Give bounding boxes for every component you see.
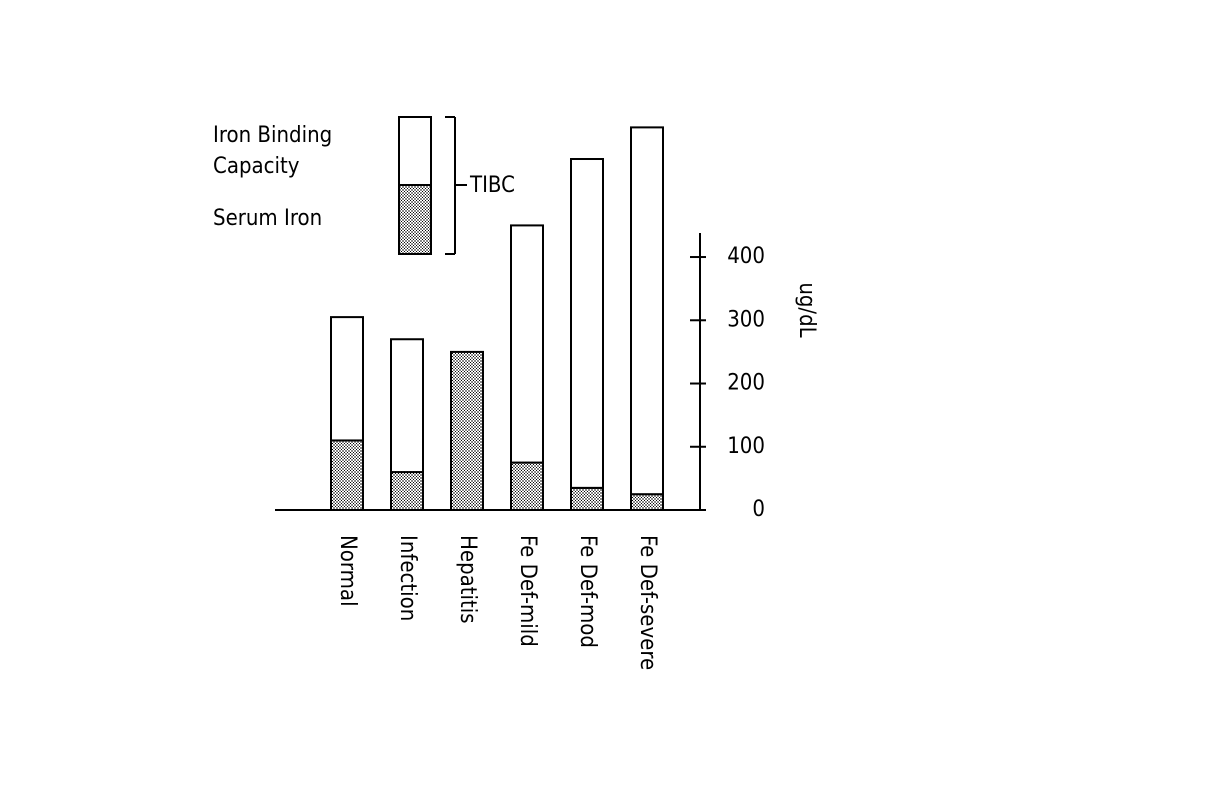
y-tick-label: 0 <box>752 497 765 522</box>
bar-segment <box>330 316 364 442</box>
legend-label: Serum Iron <box>213 206 323 231</box>
legend-swatch <box>398 184 432 255</box>
y-axis-label: ug/dL <box>794 282 819 337</box>
x-tick-label: Infection <box>395 535 420 621</box>
legend-swatch <box>398 116 432 186</box>
bar-segment <box>570 486 604 511</box>
bar-segment <box>390 471 424 512</box>
bar-segment <box>450 350 484 512</box>
x-tick-label: Fe Def-severe <box>635 535 660 670</box>
y-tick-label: 400 <box>727 244 765 269</box>
bar-segment <box>390 338 424 474</box>
annotation: TIBC <box>469 173 515 198</box>
x-tick-label: Normal <box>335 535 360 607</box>
bar-segment <box>330 439 364 511</box>
x-tick-label: Fe Def-mod <box>575 535 600 648</box>
bar-segment <box>630 493 664 511</box>
bar-segment <box>570 158 604 489</box>
bar-segment <box>510 461 544 511</box>
x-tick-label: Hepatitis <box>455 535 480 624</box>
bar-segment <box>510 224 544 464</box>
x-tick-label: Fe Def-mild <box>515 535 540 647</box>
y-tick-label: 100 <box>727 434 765 459</box>
y-tick-label: 300 <box>727 307 765 332</box>
y-tick-label: 200 <box>727 371 765 396</box>
bar-segment <box>630 126 664 496</box>
legend-label: Iron Binding Capacity <box>213 123 333 179</box>
